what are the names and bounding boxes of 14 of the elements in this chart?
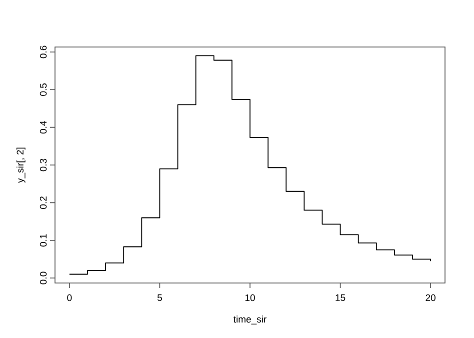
x-tick-label: 5: [157, 294, 162, 301]
x-tick-label: 15: [336, 294, 346, 301]
x-axis-title: time_sir: [234, 316, 266, 324]
x-tick-label: 0: [67, 294, 72, 302]
y-axis-title: y_sir[, 2]: [16, 148, 26, 183]
y-tick-label: 0.6: [40, 46, 47, 58]
x-tick-label: 10: [245, 294, 255, 302]
y-tick-label: 0.1: [40, 234, 47, 247]
y-tick-label: 0.3: [40, 158, 47, 172]
y-tick-label: 0.4: [40, 121, 47, 134]
y-tick-label: 0.2: [40, 196, 47, 209]
x-tick-label: 20: [426, 294, 436, 302]
y-tick-label: 0.0: [40, 272, 47, 284]
y-tick-label: 0.5: [40, 83, 47, 96]
